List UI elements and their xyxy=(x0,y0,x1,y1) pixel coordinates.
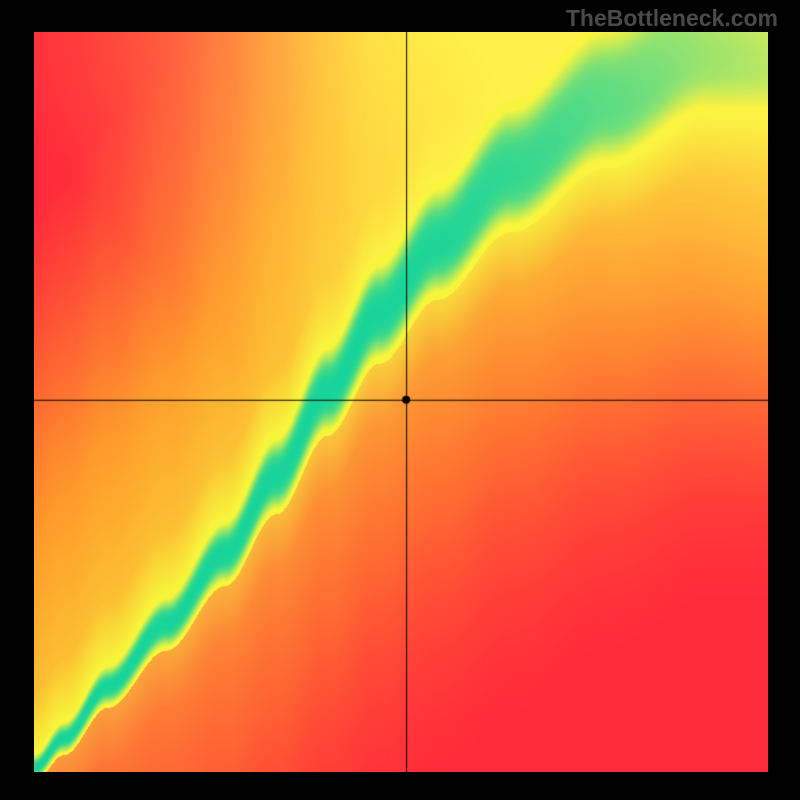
watermark-text: TheBottleneck.com xyxy=(566,5,778,32)
bottleneck-heatmap xyxy=(34,32,768,772)
chart-container: TheBottleneck.com xyxy=(0,0,800,800)
